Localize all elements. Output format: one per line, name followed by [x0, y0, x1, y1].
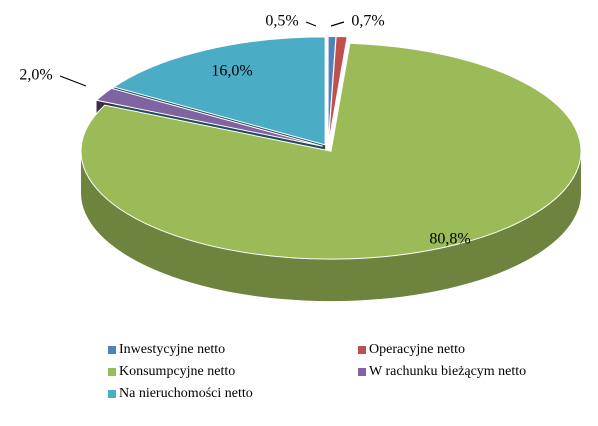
legend-label: Na nieruchomości netto [119, 386, 253, 401]
legend-swatch [108, 390, 116, 398]
legend-label: Inwestycyjne netto [119, 342, 225, 357]
slice [112, 36, 326, 146]
leader-line [59, 75, 87, 87]
legend-label: W rachunku bieżącym netto [369, 364, 526, 379]
legend-label: Operacyjne netto [369, 342, 465, 357]
legend-label: Konsumpcyjne netto [119, 364, 235, 379]
slice [95, 87, 323, 147]
leader-line [330, 21, 345, 27]
slice [80, 42, 582, 260]
slice-side [81, 151, 582, 302]
slice [327, 35, 348, 145]
legend-swatch [358, 368, 366, 376]
data-label: 16,0% [211, 63, 252, 80]
legend-swatch [108, 346, 116, 354]
legend-swatch [108, 368, 116, 376]
data-label: 80,8% [429, 231, 470, 248]
legend-swatch [358, 346, 366, 354]
leader-line [305, 21, 317, 27]
data-label: 0,7% [351, 13, 384, 30]
data-label: 0,5% [265, 13, 298, 30]
data-label: 2,0% [19, 67, 52, 84]
